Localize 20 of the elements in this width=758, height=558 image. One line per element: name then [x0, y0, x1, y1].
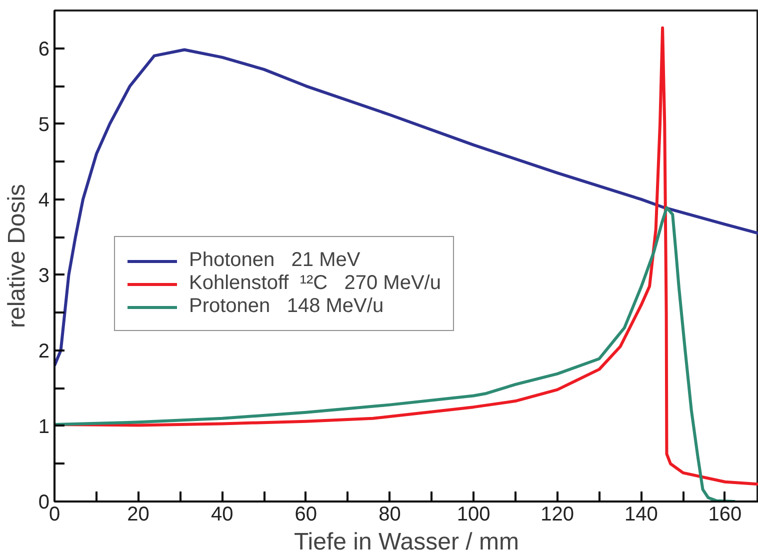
- y-tick-label: 6: [38, 38, 50, 60]
- y-tick-label: 4: [38, 189, 50, 212]
- legend-label: Photonen 21 MeV: [189, 249, 360, 272]
- y-tick-label: 5: [38, 114, 50, 136]
- x-tick-label: 20: [127, 504, 150, 526]
- x-tick-label: 140: [624, 504, 658, 526]
- x-tick-label: 40: [210, 504, 234, 526]
- x-tick-label: 120: [540, 504, 574, 526]
- x-tick-label: 60: [294, 504, 318, 526]
- x-tick-label: 100: [456, 504, 490, 526]
- line-series: [54, 48, 758, 368]
- x-tick-label: 160: [708, 504, 742, 526]
- y-axis-title: relative Dosis: [3, 184, 30, 328]
- x-tick-label: 80: [378, 504, 401, 526]
- y-tick-label: 2: [38, 340, 50, 362]
- y-tick-label: 3: [38, 264, 50, 287]
- x-axis-title: Tiefe in Wasser / mm: [294, 528, 519, 556]
- legend-label: Kohlenstoff ¹²C 270 MeV/u: [189, 272, 441, 295]
- legend-label: Protonen 148 MeV/u: [189, 295, 384, 318]
- y-tick-label: 1: [38, 416, 50, 438]
